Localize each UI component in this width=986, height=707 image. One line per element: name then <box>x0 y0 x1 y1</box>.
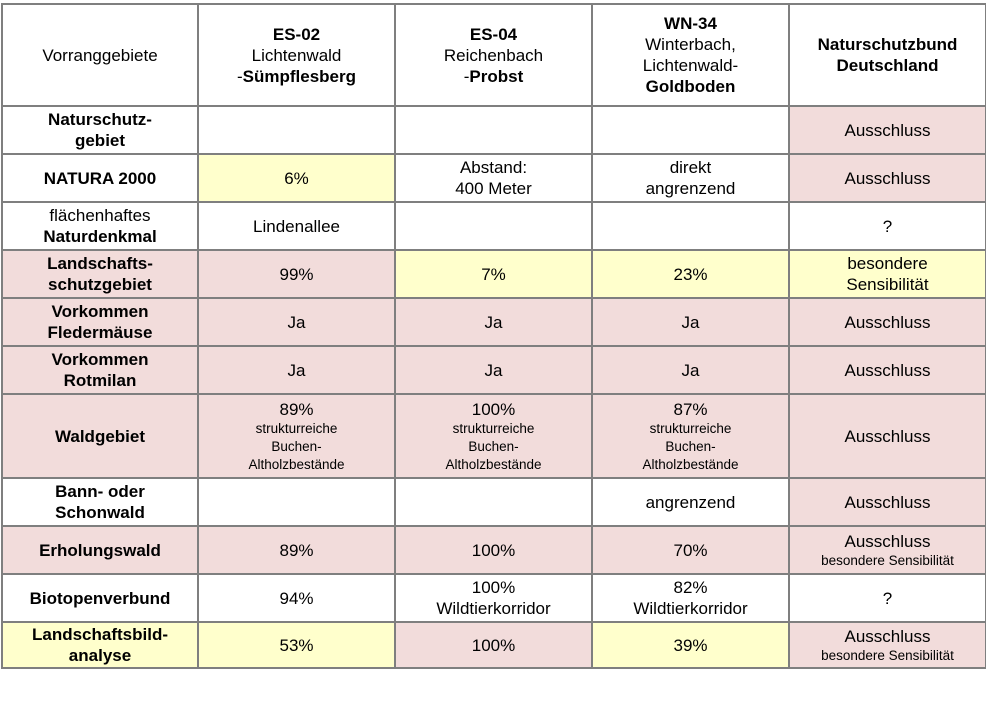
cell-es02: Lindenallee <box>197 201 396 251</box>
comparison-table: Vorranggebiete ES-02 Lichtenwald -Sümpfl… <box>1 3 986 669</box>
cell-es02: 94% <box>197 573 396 623</box>
cell-nabu: Ausschluss <box>788 393 986 479</box>
row-waldgebiet: Waldgebiet 89% strukturreiche Buchen- Al… <box>1 393 986 479</box>
row-label: Vorkommen Rotmilan <box>1 345 199 395</box>
row-biotopenverbund: Biotopenverbund 94% 100% Wildtierkorridor… <box>1 573 986 623</box>
cell-wn34 <box>591 105 790 155</box>
cell-es02 <box>197 105 396 155</box>
cell-nabu: ? <box>788 201 986 251</box>
row-naturdenkmal: flächenhaftes Naturdenkmal Lindenallee ? <box>1 201 986 251</box>
cell-es04: 100% <box>394 525 593 575</box>
cell-nabu: Ausschluss besondere Sensibilität <box>788 621 986 669</box>
cell-es04: Ja <box>394 297 593 347</box>
cell-nabu: Ausschluss <box>788 153 986 203</box>
es04-code: ES-04 <box>469 24 518 44</box>
cell-es04: 100% <box>394 621 593 669</box>
cell-es04: Abstand: 400 Meter <box>394 153 593 203</box>
header-row: Vorranggebiete ES-02 Lichtenwald -Sümpfl… <box>1 3 986 107</box>
cell-wn34: 70% <box>591 525 790 575</box>
row-landschaftsschutzgebiet: Landschafts-schutzgebiet 99% 7% 23% beso… <box>1 249 986 299</box>
cell-wn34: 39% <box>591 621 790 669</box>
wn34-place: Winterbach, <box>645 35 736 54</box>
cell-wn34: 23% <box>591 249 790 299</box>
es02-place: Lichtenwald <box>251 45 342 65</box>
row-label: Vorkommen Fledermäuse <box>1 297 199 347</box>
header-wn34: WN-34 Winterbach, Lichtenwald- Goldboden <box>591 3 790 107</box>
cell-wn34: direkt angrenzend <box>591 153 790 203</box>
cell-es02 <box>197 477 396 527</box>
row-erholungswald: Erholungswald 89% 100% 70% Ausschluss bes… <box>1 525 986 575</box>
cell-es04: 100% Wildtierkorridor <box>394 573 593 623</box>
row-naturschutzgebiet: Naturschutz-gebiet Ausschluss <box>1 105 986 155</box>
cell-es04: 100% strukturreiche Buchen- Altholzbestä… <box>394 393 593 479</box>
cell-nabu: Ausschluss <box>788 297 986 347</box>
cell-es04: Ja <box>394 345 593 395</box>
row-label: Biotopenverbund <box>1 573 199 623</box>
es04-place: Reichenbach <box>443 45 544 65</box>
row-landschaftsbildanalyse: Landschaftsbild-analyse 53% 100% 39% Aus… <box>1 621 986 669</box>
cell-wn34: Ja <box>591 345 790 395</box>
cell-nabu: ? <box>788 573 986 623</box>
row-label: Landschafts-schutzgebiet <box>1 249 199 299</box>
header-vorranggebiete: Vorranggebiete <box>1 3 199 107</box>
cell-es04 <box>394 105 593 155</box>
wn34-subplace: Goldboden <box>645 77 736 96</box>
cell-es02: Ja <box>197 345 396 395</box>
cell-es02: 6% <box>197 153 396 203</box>
cell-nabu: Ausschluss <box>788 477 986 527</box>
row-rotmilan: Vorkommen Rotmilan Ja Ja Ja Ausschluss <box>1 345 986 395</box>
cell-wn34: angrenzend <box>591 477 790 527</box>
cell-wn34: 87% strukturreiche Buchen- Altholzbestän… <box>591 393 790 479</box>
cell-es02: 89% strukturreiche Buchen- Altholzbestän… <box>197 393 396 479</box>
cell-wn34: 82% Wildtierkorridor <box>591 573 790 623</box>
cell-nabu: Ausschluss <box>788 105 986 155</box>
es02-subplace: -Sümpflesberg <box>236 66 357 86</box>
row-label: Bann- oder Schonwald <box>1 477 199 527</box>
header-es02: ES-02 Lichtenwald -Sümpflesberg <box>197 3 396 107</box>
wn34-place2: Lichtenwald- <box>642 56 739 75</box>
cell-wn34: Ja <box>591 297 790 347</box>
row-label: Landschaftsbild-analyse <box>1 621 199 669</box>
row-fledermaeuse: Vorkommen Fledermäuse Ja Ja Ja Ausschluss <box>1 297 986 347</box>
row-label: NATURA 2000 <box>1 153 199 203</box>
cell-es02: 53% <box>197 621 396 669</box>
header-es04: ES-04 Reichenbach -Probst <box>394 3 593 107</box>
cell-nabu: besondere Sensibilität <box>788 249 986 299</box>
cell-nabu: Ausschluss besondere Sensibilität <box>788 525 986 575</box>
cell-es04 <box>394 477 593 527</box>
cell-es02: 89% <box>197 525 396 575</box>
cell-es02: 99% <box>197 249 396 299</box>
row-label: Erholungswald <box>1 525 199 575</box>
row-bannwald: Bann- oder Schonwald angrenzend Ausschlus… <box>1 477 986 527</box>
row-label: flächenhaftes Naturdenkmal <box>1 201 199 251</box>
es02-code: ES-02 <box>272 24 321 44</box>
cell-es02: Ja <box>197 297 396 347</box>
row-label: Naturschutz-gebiet <box>1 105 199 155</box>
row-natura2000: NATURA 2000 6% Abstand: 400 Meter direkt a… <box>1 153 986 203</box>
cell-es04 <box>394 201 593 251</box>
cell-wn34 <box>591 201 790 251</box>
row-label: Waldgebiet <box>1 393 199 479</box>
cell-nabu: Ausschluss <box>788 345 986 395</box>
wn34-code: WN-34 <box>664 14 717 33</box>
header-nabu: Naturschutzbund Deutschland <box>788 3 986 107</box>
cell-es04: 7% <box>394 249 593 299</box>
es04-subplace: -Probst <box>463 66 524 86</box>
